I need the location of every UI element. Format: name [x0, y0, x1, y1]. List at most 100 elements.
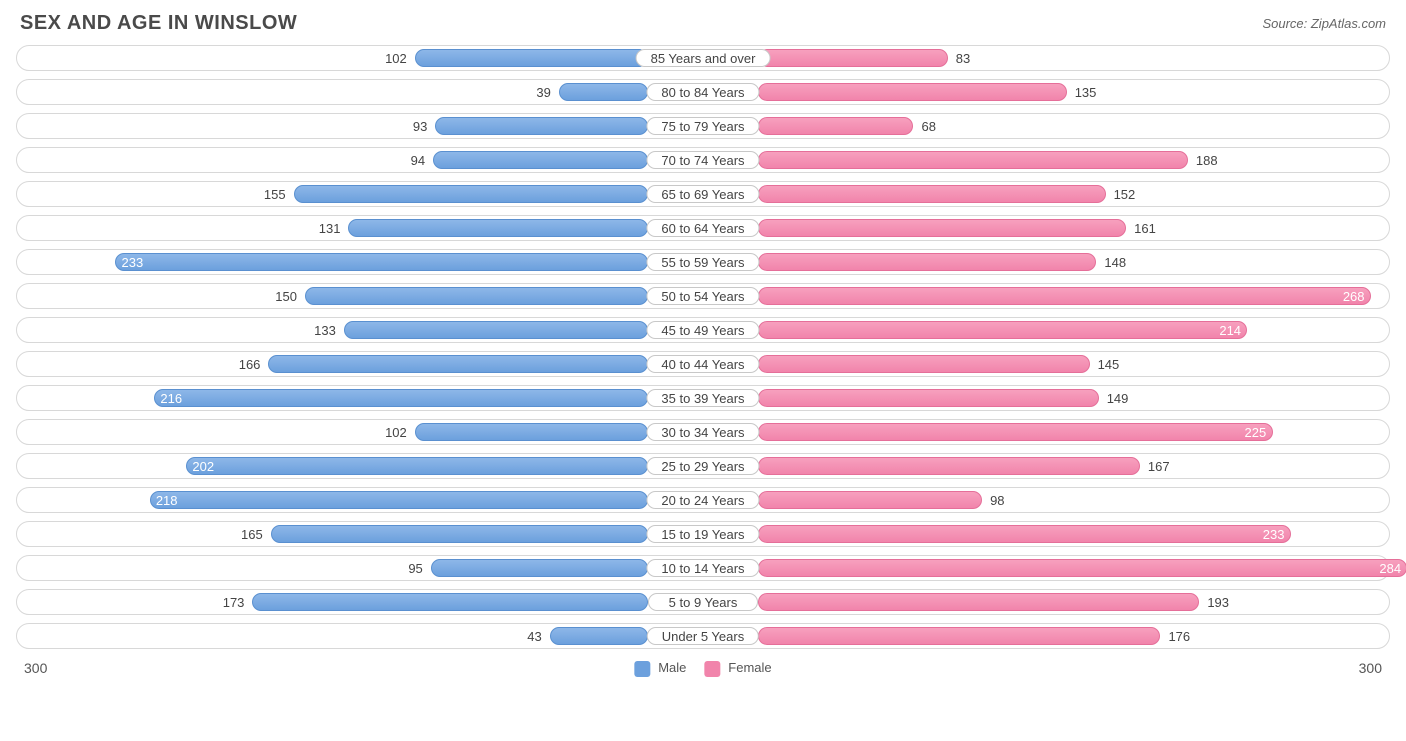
male-value: 39	[530, 80, 556, 104]
age-label: 50 to 54 Years	[646, 287, 759, 305]
age-label: 30 to 34 Years	[646, 423, 759, 441]
age-label: 55 to 59 Years	[646, 253, 759, 271]
male-bar	[294, 185, 648, 203]
male-bar	[150, 491, 648, 509]
female-bar	[758, 253, 1096, 271]
female-bar	[758, 389, 1099, 407]
pyramid-row: 9528410 to 14 Years	[16, 555, 1390, 581]
male-bar	[252, 593, 648, 611]
female-value: 148	[1098, 250, 1132, 274]
age-label: 75 to 79 Years	[646, 117, 759, 135]
male-value: 93	[407, 114, 433, 138]
female-value: 161	[1128, 216, 1162, 240]
female-bar	[758, 525, 1291, 543]
male-value: 202	[186, 454, 220, 478]
age-label: 60 to 64 Years	[646, 219, 759, 237]
female-value: 98	[984, 488, 1010, 512]
chart-footer: 300 Male Female 300	[16, 657, 1390, 679]
female-value: 188	[1190, 148, 1224, 172]
male-value: 102	[379, 46, 413, 70]
female-value: 233	[1257, 522, 1291, 546]
male-value: 131	[313, 216, 347, 240]
female-value: 135	[1069, 80, 1103, 104]
pyramid-row: 133 214 45 to 49 Years	[16, 317, 1390, 343]
female-bar	[758, 423, 1273, 441]
male-bar	[271, 525, 648, 543]
female-bar	[758, 287, 1371, 305]
pyramid-row: 10222530 to 34 Years	[16, 419, 1390, 445]
legend-male: Male	[634, 659, 686, 676]
age-label: 65 to 69 Years	[646, 185, 759, 203]
male-bar	[415, 49, 648, 67]
male-bar	[305, 287, 648, 305]
male-value: 95	[402, 556, 428, 580]
pyramid-row: 131 161 60 to 64 Years	[16, 215, 1390, 241]
pyramid-row: 20216725 to 29 Years	[16, 453, 1390, 479]
age-label: 15 to 19 Years	[646, 525, 759, 543]
female-bar	[758, 355, 1090, 373]
female-bar	[758, 49, 948, 67]
male-value: 155	[258, 182, 292, 206]
male-bar	[433, 151, 648, 169]
male-value: 43	[521, 624, 547, 648]
chart-title: SEX AND AGE IN WINSLOW	[20, 12, 297, 35]
female-bar	[758, 491, 982, 509]
age-label: 80 to 84 Years	[646, 83, 759, 101]
male-value: 150	[269, 284, 303, 308]
male-bar	[415, 423, 648, 441]
female-value: 193	[1201, 590, 1235, 614]
age-label: 45 to 49 Years	[646, 321, 759, 339]
age-label: 20 to 24 Years	[646, 491, 759, 509]
pyramid-row: 9418870 to 74 Years	[16, 147, 1390, 173]
female-bar	[758, 321, 1247, 339]
female-bar	[758, 151, 1188, 169]
female-bar	[758, 219, 1126, 237]
female-value: 167	[1142, 454, 1176, 478]
male-value: 233	[116, 250, 150, 274]
male-bar	[268, 355, 648, 373]
pyramid-row: 218 98 20 to 24 Years	[16, 487, 1390, 513]
age-label: 85 Years and over	[636, 49, 771, 67]
male-value: 173	[217, 590, 251, 614]
male-bar	[435, 117, 648, 135]
female-swatch-icon	[704, 661, 720, 677]
male-swatch-icon	[634, 661, 650, 677]
male-value: 218	[150, 488, 184, 512]
female-bar	[758, 627, 1160, 645]
female-value: 284	[1373, 556, 1406, 580]
pyramid-row: 150 268 50 to 54 Years	[16, 283, 1390, 309]
legend-female-label: Female	[728, 660, 771, 675]
female-bar	[758, 593, 1199, 611]
male-bar	[154, 389, 648, 407]
male-value: 165	[235, 522, 269, 546]
male-bar	[186, 457, 648, 475]
female-bar	[758, 185, 1106, 203]
female-value: 68	[915, 114, 941, 138]
male-value: 133	[308, 318, 342, 342]
female-bar	[758, 457, 1140, 475]
age-label: 5 to 9 Years	[648, 593, 758, 611]
legend: Male Female	[634, 659, 771, 676]
female-value: 83	[950, 46, 976, 70]
pyramid-row: 155 152 65 to 69 Years	[16, 181, 1390, 207]
pyramid-row: 39 135 80 to 84 Years	[16, 79, 1390, 105]
pyramid-row: 16614540 to 44 Years	[16, 351, 1390, 377]
male-value: 166	[233, 352, 267, 376]
legend-female: Female	[704, 659, 771, 676]
pyramid-row: 233 148 55 to 59 Years	[16, 249, 1390, 275]
male-bar	[559, 83, 648, 101]
pyramid-row: 43176Under 5 Years	[16, 623, 1390, 649]
age-label: 70 to 74 Years	[646, 151, 759, 169]
chart-header: SEX AND AGE IN WINSLOW Source: ZipAtlas.…	[16, 12, 1390, 45]
female-value: 152	[1108, 182, 1142, 206]
female-value: 176	[1162, 624, 1196, 648]
female-value: 214	[1213, 318, 1247, 342]
male-bar	[344, 321, 648, 339]
pyramid-row: 21614935 to 39 Years	[16, 385, 1390, 411]
legend-male-label: Male	[658, 660, 686, 675]
female-value: 225	[1239, 420, 1273, 444]
female-bar	[758, 559, 1406, 577]
female-value: 145	[1092, 352, 1126, 376]
female-value: 268	[1337, 284, 1371, 308]
pyramid-row: 93 68 75 to 79 Years	[16, 113, 1390, 139]
